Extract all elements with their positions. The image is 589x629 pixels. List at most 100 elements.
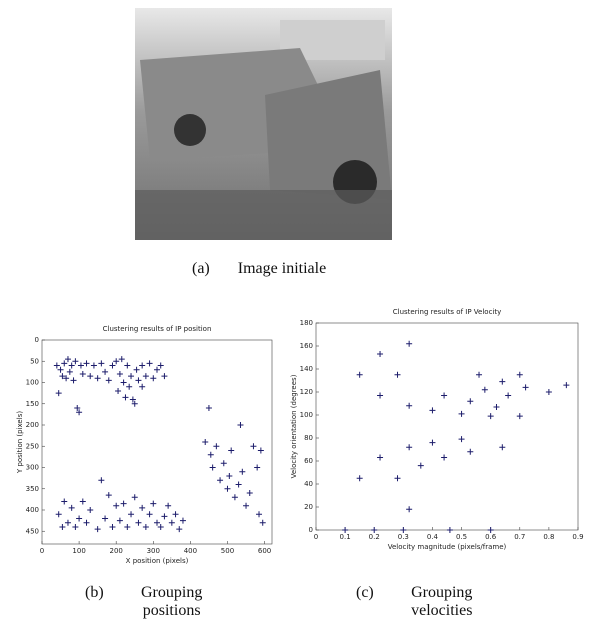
point bbox=[179, 517, 186, 524]
point bbox=[102, 515, 109, 522]
y-tick-label: 200 bbox=[26, 421, 39, 429]
point bbox=[246, 490, 253, 496]
point bbox=[176, 526, 183, 533]
point bbox=[446, 527, 453, 533]
point bbox=[64, 356, 71, 363]
point bbox=[356, 371, 363, 378]
point bbox=[377, 392, 384, 399]
point bbox=[113, 502, 120, 509]
point bbox=[217, 477, 224, 484]
point bbox=[209, 464, 216, 471]
point bbox=[487, 527, 494, 533]
point bbox=[377, 454, 384, 461]
point bbox=[394, 475, 401, 482]
y-tick-label: 140 bbox=[300, 365, 313, 373]
point bbox=[406, 340, 413, 347]
point bbox=[120, 379, 127, 386]
point bbox=[63, 375, 70, 382]
point bbox=[165, 502, 172, 509]
point bbox=[417, 462, 424, 469]
point bbox=[76, 515, 83, 522]
plot-frame bbox=[41, 339, 273, 545]
x-tick-label: 0 bbox=[40, 547, 44, 555]
point bbox=[458, 410, 465, 417]
x-tick-label: 500 bbox=[221, 547, 234, 555]
point bbox=[94, 526, 101, 533]
caption-text: Grouping positions bbox=[140, 584, 203, 619]
point bbox=[371, 527, 378, 533]
y-tick-label: 400 bbox=[26, 506, 39, 514]
caption: (a) Image initiale bbox=[192, 260, 326, 278]
point bbox=[131, 494, 138, 501]
x-tick-label: 0.4 bbox=[427, 533, 439, 541]
point bbox=[124, 524, 131, 530]
point bbox=[66, 368, 73, 375]
point bbox=[499, 378, 506, 385]
point bbox=[205, 405, 212, 411]
point bbox=[61, 360, 68, 367]
point bbox=[128, 511, 135, 518]
point bbox=[493, 403, 500, 410]
point bbox=[59, 373, 66, 380]
caption: (c) Grouping velocities bbox=[356, 584, 482, 620]
x-tick-label: 0.6 bbox=[485, 533, 497, 541]
point bbox=[79, 498, 86, 505]
y-tick-label: 100 bbox=[300, 411, 313, 419]
y-tick-label: 350 bbox=[26, 485, 39, 493]
point bbox=[118, 356, 125, 363]
point bbox=[90, 362, 97, 369]
point bbox=[105, 492, 112, 499]
y-tick-label: 250 bbox=[26, 442, 39, 450]
point bbox=[516, 371, 523, 378]
point bbox=[139, 362, 146, 369]
chart-title: Clustering results of IP Velocity bbox=[393, 308, 502, 316]
y-axis-label: Y position (pixels) bbox=[16, 411, 24, 474]
x-tick-label: 0.9 bbox=[572, 533, 583, 541]
point bbox=[487, 413, 494, 420]
point bbox=[256, 511, 263, 518]
point bbox=[172, 511, 179, 518]
point bbox=[481, 386, 488, 393]
point bbox=[467, 448, 474, 455]
point bbox=[72, 524, 79, 530]
point bbox=[94, 375, 101, 382]
point bbox=[243, 502, 250, 509]
point bbox=[87, 507, 94, 513]
point bbox=[113, 358, 120, 365]
point bbox=[150, 500, 157, 507]
point bbox=[53, 362, 60, 369]
y-tick-label: 300 bbox=[26, 464, 39, 472]
point bbox=[57, 366, 64, 373]
point bbox=[406, 444, 413, 451]
point bbox=[76, 409, 83, 416]
point bbox=[98, 360, 105, 367]
y-tick-label: 150 bbox=[26, 400, 39, 408]
point bbox=[154, 366, 160, 373]
point bbox=[356, 475, 363, 482]
point bbox=[224, 485, 231, 492]
y-tick-label: 450 bbox=[26, 527, 39, 535]
point bbox=[161, 373, 168, 380]
point bbox=[124, 362, 131, 369]
point bbox=[131, 400, 138, 407]
x-tick-label: 0.7 bbox=[514, 533, 525, 541]
y-tick-label: 60 bbox=[304, 457, 313, 465]
point bbox=[400, 527, 407, 533]
point bbox=[157, 362, 164, 369]
point bbox=[250, 443, 257, 450]
point bbox=[342, 527, 349, 533]
point bbox=[68, 362, 75, 369]
point bbox=[228, 447, 235, 454]
y-tick-label: 100 bbox=[26, 379, 39, 387]
point bbox=[231, 494, 238, 501]
point bbox=[61, 498, 68, 505]
point bbox=[55, 511, 62, 518]
x-tick-label: 0 bbox=[314, 533, 318, 541]
y-tick-label: 180 bbox=[300, 319, 313, 327]
point bbox=[429, 407, 436, 414]
point bbox=[522, 384, 529, 391]
point bbox=[142, 373, 149, 380]
caption-text: Image initiale bbox=[237, 260, 327, 277]
